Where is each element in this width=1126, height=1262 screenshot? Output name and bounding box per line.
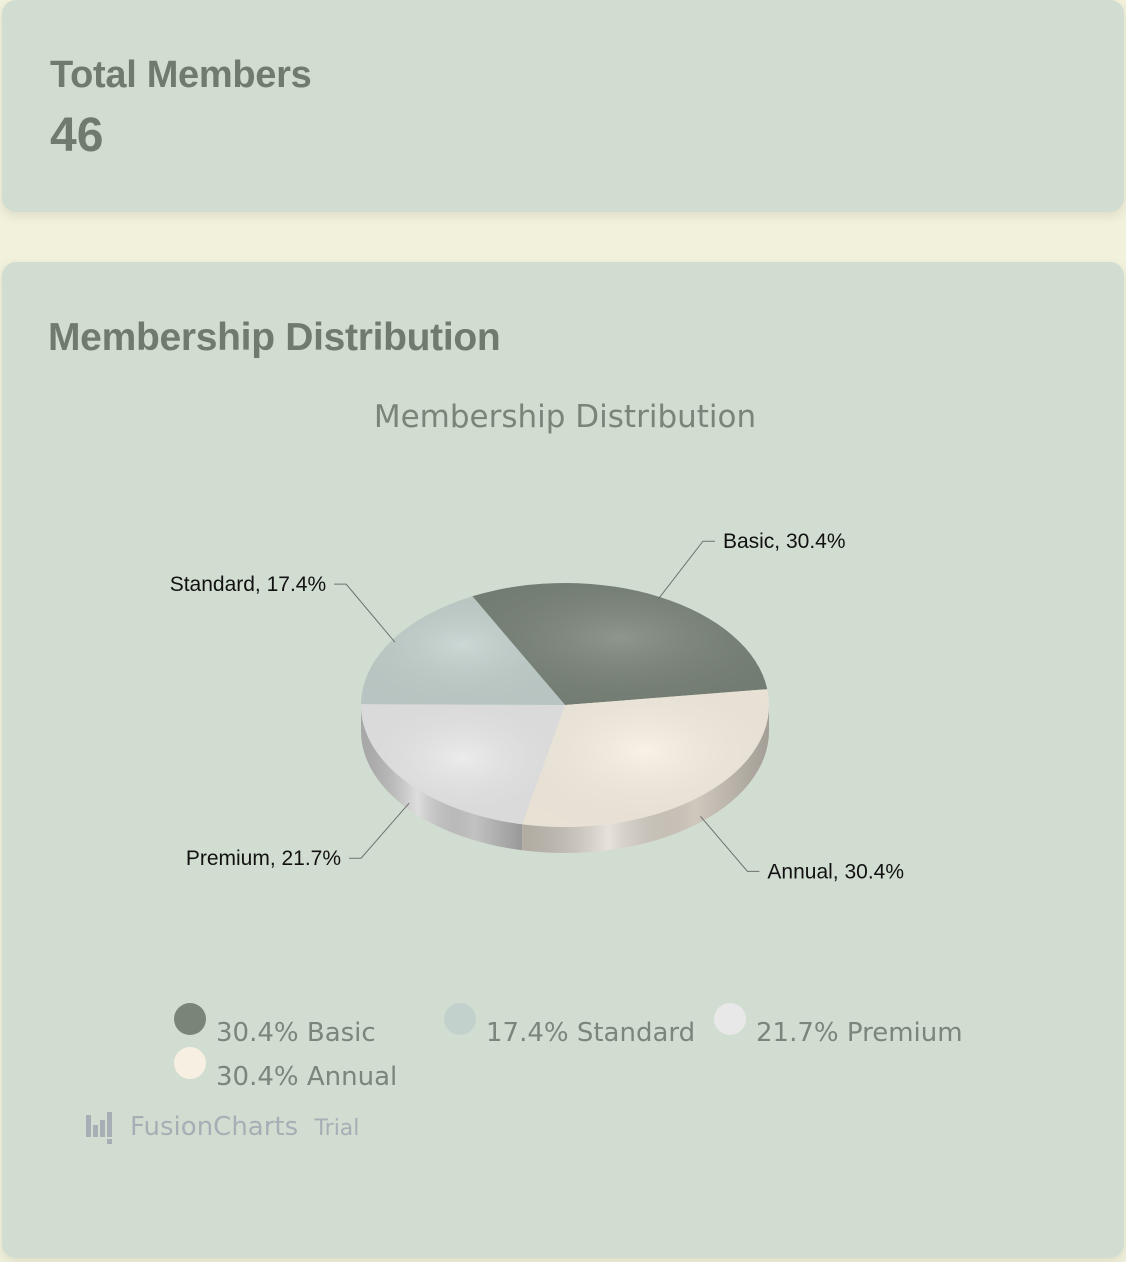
legend-item-standard[interactable]: 17.4% Standard bbox=[444, 1003, 695, 1048]
slice-label-basic: Basic, 30.4% bbox=[723, 530, 846, 553]
pie-slice-shade-premium bbox=[361, 704, 565, 825]
pie-slice-shade-basic bbox=[472, 582, 768, 705]
total-members-title: Total Members bbox=[50, 54, 312, 96]
legend-item-annual[interactable]: 30.4% Annual bbox=[174, 1047, 397, 1092]
legend-label-premium: 21.7% Premium bbox=[756, 1018, 963, 1048]
chart-title: Membership Distribution bbox=[374, 399, 756, 435]
pie-depth bbox=[361, 705, 769, 853]
legend-item-premium[interactable]: 21.7% Premium bbox=[714, 1003, 963, 1048]
pie-side-shade-premium bbox=[361, 705, 523, 851]
svg-text:FusionCharts Trial: FusionCharts Trial bbox=[130, 1112, 359, 1142]
watermark-suffix: Trial bbox=[313, 1116, 359, 1141]
leader-line-annual bbox=[700, 816, 760, 872]
membership-distribution-heading: Membership Distribution bbox=[48, 316, 501, 359]
pie-slice-shade-annual bbox=[522, 689, 769, 827]
pie-slice-shade-standard bbox=[361, 596, 565, 705]
leader-line-basic bbox=[657, 540, 715, 600]
slice-label-standard: Standard, 17.4% bbox=[170, 573, 326, 596]
legend-label-annual: 30.4% Annual bbox=[216, 1062, 397, 1092]
fusioncharts-logo-icon bbox=[86, 1112, 112, 1144]
pie-labels: Basic, 30.4% Annual, 30.4% Premium, 21.7% S… bbox=[170, 530, 904, 883]
legend-label-basic: 30.4% Basic bbox=[216, 1018, 376, 1048]
total-members-card: Total Members 46 bbox=[2, 0, 1124, 212]
slice-label-premium: Premium, 21.7% bbox=[186, 847, 341, 870]
fusioncharts-trial-watermark: FusionCharts Trial bbox=[86, 1112, 359, 1144]
legend-item-basic[interactable]: 30.4% Basic bbox=[174, 1003, 376, 1048]
legend-marker-standard bbox=[444, 1003, 476, 1035]
legend-marker-basic bbox=[174, 1003, 206, 1035]
leader-line-premium bbox=[349, 802, 410, 859]
total-members-value: 46 bbox=[50, 109, 104, 162]
chart-legend: 30.4% Basic 17.4% Standard 21.7% Premium 30… bbox=[174, 1003, 963, 1092]
slice-label-annual: Annual, 30.4% bbox=[767, 860, 904, 883]
legend-marker-premium bbox=[714, 1003, 746, 1035]
pie-side-shade-annual bbox=[522, 705, 769, 853]
pie-slices bbox=[361, 582, 769, 827]
legend-marker-annual bbox=[174, 1047, 206, 1079]
leader-line-standard bbox=[334, 583, 396, 643]
legend-label-standard: 17.4% Standard bbox=[486, 1018, 695, 1048]
watermark-brand: FusionCharts bbox=[130, 1112, 298, 1142]
